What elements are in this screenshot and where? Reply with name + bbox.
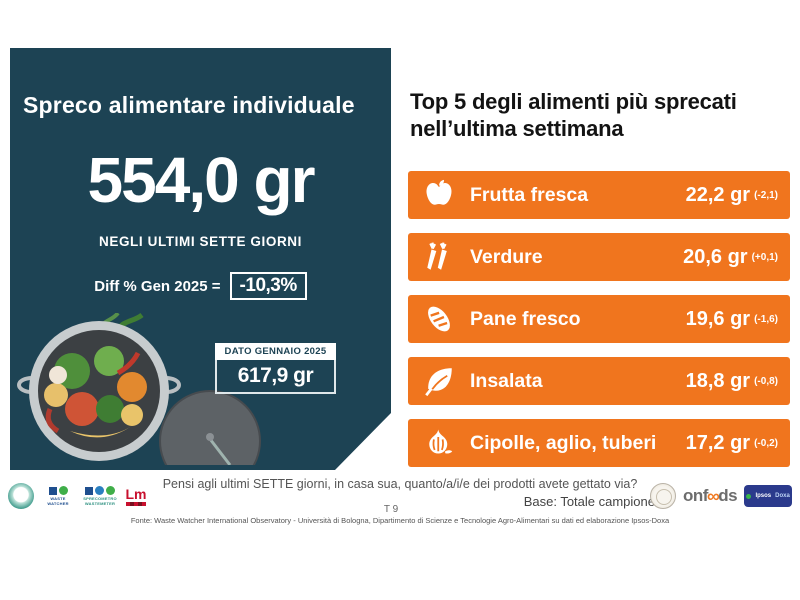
waste-watcher-icon bbox=[48, 486, 68, 495]
waste-pot bbox=[19, 313, 179, 461]
apple-icon bbox=[420, 176, 458, 214]
food-label: Pane fresco bbox=[470, 307, 581, 330]
food-diff: (-0,8) bbox=[754, 376, 778, 387]
ipsos-doxa-logo: Ipsos Doxa bbox=[744, 485, 793, 507]
top5-title-line2: nell’ultima settimana bbox=[410, 116, 624, 142]
waste-watcher-label: WASTE WATCHER bbox=[47, 496, 69, 506]
onfoods-text-post: ds bbox=[718, 486, 738, 505]
top5-bar-pane-fresco: Pane fresco 19,6 gr (-1,6) bbox=[408, 295, 790, 343]
food-label: Cipolle, aglio, tuberi bbox=[470, 431, 657, 454]
sprecometro-logo: SPRECOMETRO WASTEMETER bbox=[82, 486, 118, 506]
food-diff: (-0,2) bbox=[754, 438, 778, 449]
ipsos-dot-icon bbox=[746, 493, 752, 499]
food-value: 19,6 gr bbox=[685, 307, 751, 330]
top5-bar-frutta-fresca: Frutta fresca 22,2 gr (-2,1) bbox=[408, 171, 790, 219]
previous-month-box: DATO GENNAIO 2025 617,9 gr bbox=[215, 343, 336, 394]
food-value: 18,8 gr bbox=[685, 369, 751, 392]
food-diff: (-1,6) bbox=[754, 314, 778, 325]
food-value: 20,6 gr bbox=[683, 245, 748, 268]
partner-logos-right: onf ∞ ds Ipsos Doxa bbox=[650, 483, 793, 509]
top5-bar-cipolle-aglio-tuberi: Cipolle, aglio, tuberi 17,2 gr (-0,2) bbox=[408, 419, 790, 467]
waste-main-value: 554,0 gr bbox=[87, 144, 314, 216]
doxa-label: Doxa bbox=[775, 493, 790, 499]
food-waste-photo bbox=[14, 313, 272, 470]
previous-month-value: 617,9 gr bbox=[215, 360, 336, 394]
waste-period-label: NEGLI ULTIMI SETTE GIORNI bbox=[99, 234, 302, 249]
food-diff: (-2,1) bbox=[754, 190, 778, 201]
diff-row: Diff % Gen 2025 = -10,3% bbox=[10, 272, 391, 300]
pot-lid bbox=[160, 391, 260, 465]
partner-logos-left: WASTE WATCHER SPRECOMETRO WASTEMETER Lm bbox=[8, 483, 148, 509]
diff-value-badge: -10,3% bbox=[230, 272, 307, 300]
last-minute-market-logo: Lm bbox=[124, 487, 148, 506]
slide-code: T 9 bbox=[383, 504, 399, 515]
food-value: 22,2 gr bbox=[685, 183, 751, 206]
carrots-icon bbox=[420, 238, 458, 276]
top5-bars: Frutta fresca 22,2 gr (-2,1) Verdure 20,… bbox=[408, 171, 790, 467]
unibo-seal-logo bbox=[650, 483, 676, 509]
sprecometro-icon bbox=[85, 486, 115, 495]
ipsos-label: Ipsos bbox=[755, 493, 772, 499]
sample-base: Base: Totale campione bbox=[523, 494, 655, 509]
bread-icon bbox=[420, 300, 458, 338]
food-diff: (+0,1) bbox=[751, 252, 778, 263]
top5-title: Top 5 degli alimenti più sprecati nell’u… bbox=[410, 88, 792, 143]
food-label: Verdure bbox=[470, 245, 543, 268]
top5-bar-insalata: Insalata 18,8 gr (-0,8) bbox=[408, 357, 790, 405]
food-value: 17,2 gr bbox=[685, 431, 751, 454]
top5-bar-verdure: Verdure 20,6 gr (+0,1) bbox=[408, 233, 790, 281]
previous-month-label: DATO GENNAIO 2025 bbox=[215, 343, 336, 360]
food-label: Frutta fresca bbox=[470, 183, 589, 206]
food-label: Insalata bbox=[470, 369, 543, 392]
survey-question: Pensi agli ultimi SETTE giorni, in casa … bbox=[162, 477, 638, 491]
last-minute-market-bar bbox=[126, 501, 146, 506]
source-note: Fonte: Waste Watcher International Obser… bbox=[130, 516, 670, 525]
diff-label: Diff % Gen 2025 = bbox=[94, 277, 221, 295]
top5-title-line1: Top 5 degli alimenti più sprecati bbox=[410, 89, 737, 114]
onfoods-text-pre: onf bbox=[683, 486, 708, 505]
waste-watcher-logo: WASTE WATCHER bbox=[40, 486, 76, 506]
spreco-zero-logo bbox=[8, 483, 34, 509]
onfoods-logo: onf ∞ ds bbox=[683, 485, 738, 507]
panel-title: Spreco alimentare individuale bbox=[23, 92, 355, 118]
infinity-icon: ∞ bbox=[706, 485, 720, 506]
last-minute-market-label: Lm bbox=[125, 485, 147, 502]
individual-waste-panel: Spreco alimentare individuale 554,0 gr N… bbox=[10, 48, 391, 470]
sprecometro-label: SPRECOMETRO WASTEMETER bbox=[83, 496, 117, 506]
garlic-icon bbox=[420, 424, 458, 462]
leaf-icon bbox=[420, 362, 458, 400]
